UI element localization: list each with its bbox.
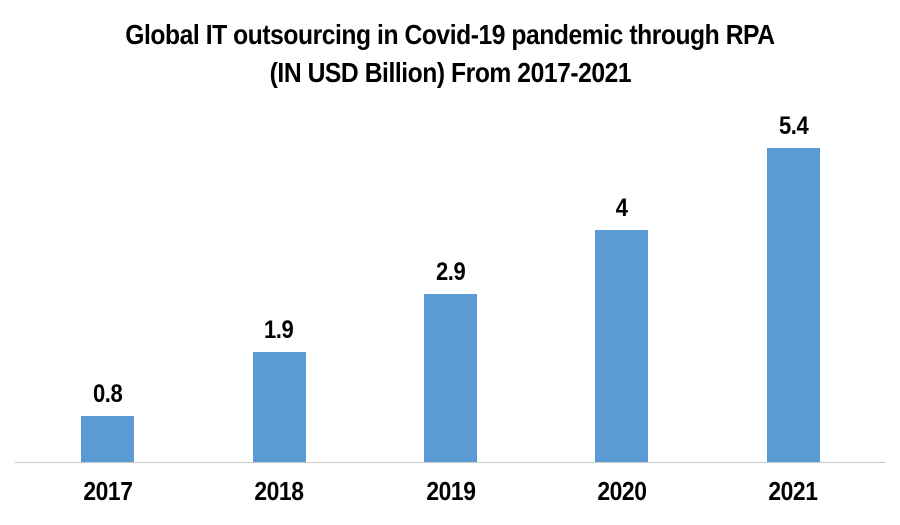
bar bbox=[595, 230, 649, 463]
bar-value-label: 4 bbox=[615, 194, 628, 223]
x-axis-label: 2018 bbox=[193, 476, 364, 507]
bar-value-text: 0.8 bbox=[93, 380, 123, 408]
bar-value-label: 2.9 bbox=[434, 258, 467, 287]
bar-group-2019: 2.9 bbox=[365, 105, 536, 463]
x-axis-label-text: 2020 bbox=[597, 476, 647, 506]
bar-group-2021: 5.4 bbox=[708, 105, 879, 463]
bar-value-text: 5.4 bbox=[778, 112, 809, 140]
bar-group-2018: 1.9 bbox=[193, 105, 364, 463]
x-axis-label: 2019 bbox=[365, 476, 536, 507]
bar-value-label: 0.8 bbox=[91, 380, 124, 409]
bar-value-text: 2.9 bbox=[435, 258, 466, 286]
chart-title-line-1: Global IT outsourcing in Covid-19 pandem… bbox=[125, 19, 775, 50]
x-axis-label: 2021 bbox=[708, 476, 879, 507]
chart-title-line-2: (IN USD Billion) From 2017-2021 bbox=[269, 57, 631, 88]
bar bbox=[424, 294, 478, 463]
x-axis-labels: 2017 2018 2019 2020 2021 bbox=[22, 476, 879, 507]
x-axis-label: 2017 bbox=[22, 476, 193, 507]
x-axis-label-text: 2018 bbox=[254, 476, 305, 506]
bar-group-2017: 0.8 bbox=[22, 105, 193, 463]
bar-value-label: 1.9 bbox=[262, 316, 295, 345]
x-axis-line bbox=[15, 462, 885, 463]
x-axis-label-text: 2017 bbox=[83, 476, 133, 506]
x-axis-label: 2020 bbox=[536, 476, 707, 507]
x-axis-label-text: 2021 bbox=[768, 476, 819, 506]
bar bbox=[766, 148, 820, 463]
bar-value-label: 5.4 bbox=[777, 112, 810, 141]
bar bbox=[81, 416, 135, 463]
bar-value-text: 4 bbox=[616, 194, 628, 222]
chart-title: Global IT outsourcing in Covid-19 pandem… bbox=[0, 16, 900, 92]
x-axis-label-text: 2019 bbox=[425, 476, 476, 506]
bar bbox=[252, 352, 306, 463]
bar-group-2020: 4 bbox=[536, 105, 707, 463]
plot-area: 0.8 1.9 2.9 4 5.4 bbox=[22, 105, 879, 463]
bar-value-text: 1.9 bbox=[264, 316, 294, 344]
